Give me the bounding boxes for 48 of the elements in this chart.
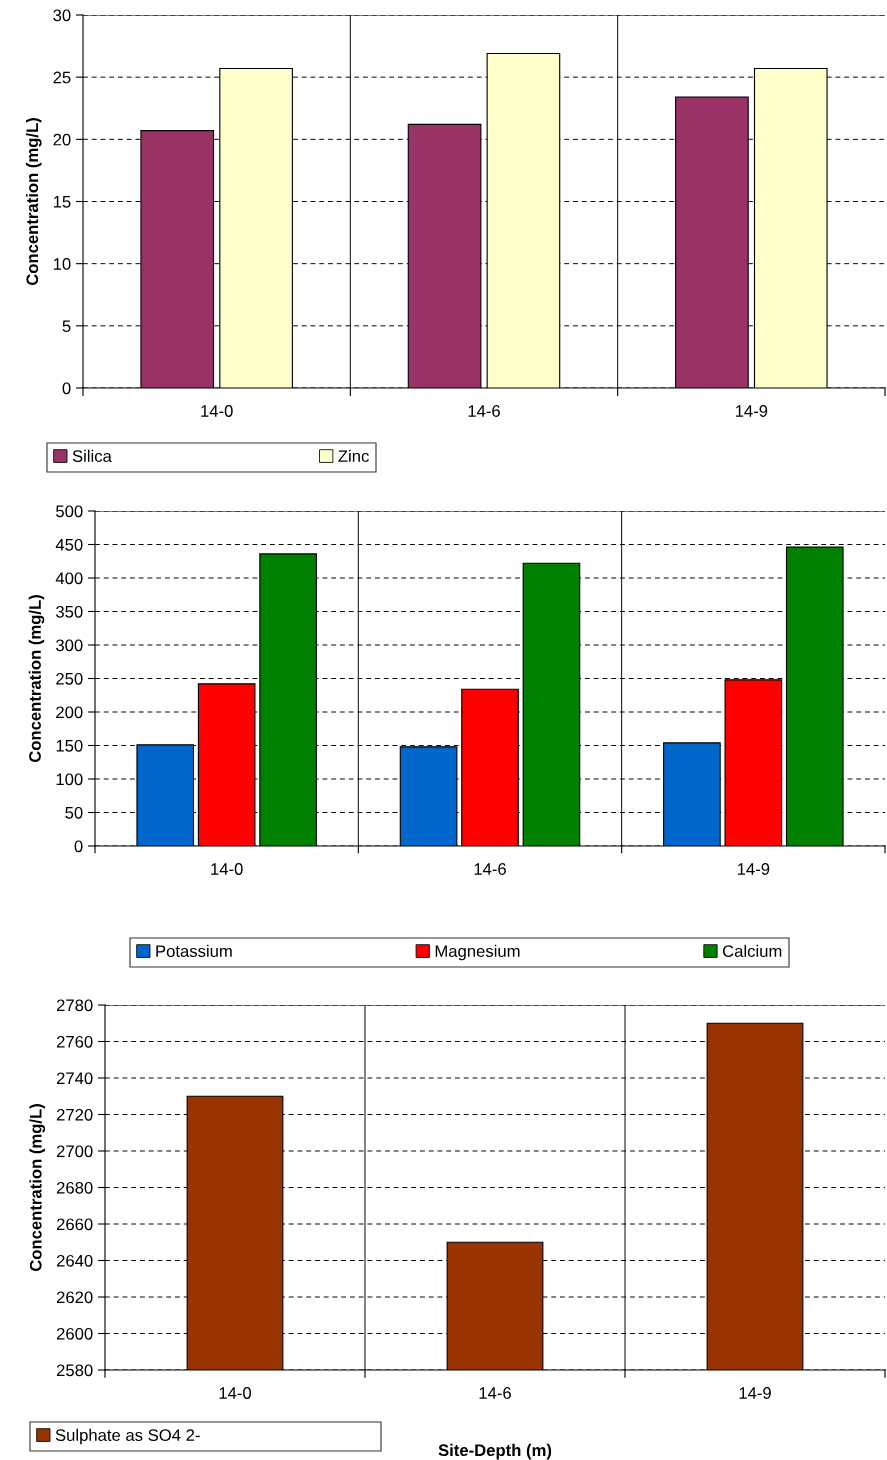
y-tick-label: 250 [56, 672, 83, 685]
x-tick-label: 14-6 [474, 863, 506, 875]
x-tick-label: 14-9 [737, 863, 770, 875]
y-tick-label: 150 [56, 739, 83, 752]
y-tick-label: 2700 [56, 1145, 93, 1158]
y-axis-title: Concentration (mg/L) [25, 118, 42, 286]
y-tick-label: 10 [53, 258, 71, 270]
x-tick-label: 14-6 [479, 1387, 511, 1399]
y-tick-label: 2760 [56, 1035, 93, 1048]
y-tick-label: 25 [53, 71, 71, 84]
y-tick-label: 100 [56, 773, 83, 786]
y-tick-label: 2660 [56, 1218, 93, 1231]
legend-label: Calcium [722, 944, 782, 958]
y-tick-label: 2720 [56, 1108, 93, 1121]
y-tick-label: 350 [56, 605, 83, 618]
x-tick-label: 14-0 [211, 863, 243, 875]
x-tick-label: 14-9 [735, 405, 768, 417]
x-tick-label: 14-6 [468, 405, 500, 417]
x-tick-label: 14-0 [219, 1387, 252, 1399]
y-tick-label: 300 [56, 639, 83, 652]
y-tick-label: 2740 [56, 1072, 93, 1085]
y-axis-title: Concentration (mg/L) [28, 595, 45, 763]
y-tick-label: 0 [62, 382, 71, 395]
y-tick-label: 450 [55, 538, 83, 551]
legend-label: Zinc [338, 449, 369, 463]
y-tick-label: 2600 [56, 1327, 93, 1340]
legend-label: Magnesium [435, 944, 520, 961]
legend-label: Sulphate as SO4 2- [55, 1428, 200, 1445]
y-tick-label: 2640 [56, 1254, 93, 1267]
y-tick-label: 200 [56, 706, 83, 719]
y-tick-label: 2680 [56, 1181, 93, 1194]
y-tick-label: 2620 [56, 1291, 93, 1304]
y-tick-label: 30 [53, 9, 71, 22]
y-tick-label: 0 [74, 840, 83, 853]
y-axis-title: Concentration (mg/L) [29, 1104, 46, 1272]
y-tick-label: 400 [55, 572, 83, 585]
x-tick-label: 14-0 [201, 405, 233, 417]
y-tick-label: 5 [62, 320, 71, 333]
x-axis-title: Site-Depth (m) [438, 1443, 552, 1460]
x-tick-label: 14-9 [739, 1387, 771, 1399]
y-tick-label: 500 [56, 505, 83, 518]
legend-label: Silica [72, 449, 112, 463]
y-tick-label: 15 [53, 196, 71, 208]
legend-label: Potassium [156, 944, 232, 958]
y-tick-label: 2580 [56, 1364, 93, 1377]
y-tick-label: 50 [65, 806, 83, 819]
y-tick-label: 20 [53, 133, 71, 146]
y-tick-label: 2780 [56, 999, 93, 1012]
